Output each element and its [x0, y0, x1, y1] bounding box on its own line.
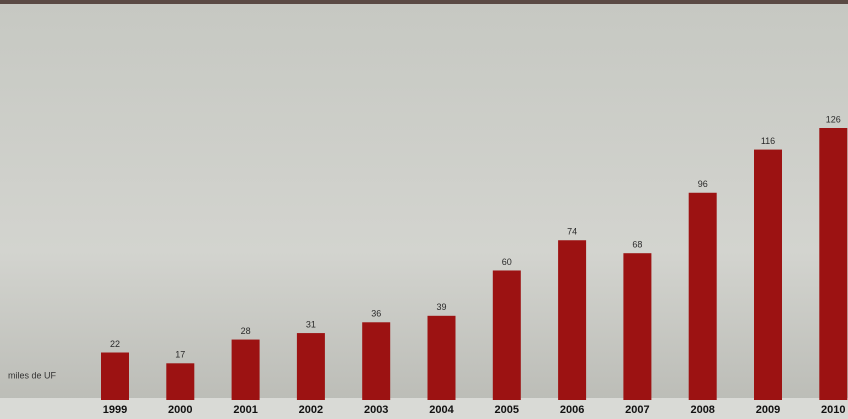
x-tick-label: 2006: [560, 404, 584, 416]
bar: [688, 192, 717, 400]
x-tick-label: 2001: [233, 404, 257, 416]
value-label: 22: [110, 339, 120, 349]
x-tick-label: 2002: [299, 404, 323, 416]
bar: [296, 333, 325, 400]
x-tick-label: 2009: [756, 404, 780, 416]
value-label: 31: [306, 319, 316, 329]
x-tick-label: 1999: [103, 404, 127, 416]
x-tick-label: 2000: [168, 404, 192, 416]
x-tick-label: 2005: [495, 404, 519, 416]
bar: [101, 352, 129, 400]
top-strip: [0, 0, 848, 4]
bar: [558, 240, 587, 400]
bottom-strip: [0, 398, 848, 419]
x-tick-label: 2007: [625, 404, 649, 416]
bar: [819, 128, 848, 400]
bar: [754, 149, 782, 400]
y-axis-label: miles de UF: [8, 370, 57, 380]
x-tick-label: 2010: [821, 404, 845, 416]
bar: [231, 339, 260, 400]
x-tick-label: 2008: [690, 404, 714, 416]
bar: [362, 322, 391, 400]
bar: [623, 253, 652, 400]
value-label: 96: [698, 179, 708, 189]
value-label: 60: [502, 257, 512, 267]
value-label: 116: [761, 136, 775, 146]
value-label: 74: [567, 227, 577, 237]
value-label: 28: [241, 326, 251, 336]
value-label: 68: [632, 240, 642, 250]
value-label: 17: [175, 350, 185, 360]
value-label: 36: [371, 309, 381, 319]
value-label: 126: [826, 114, 841, 124]
bar: [166, 363, 195, 400]
x-tick-label: 2003: [364, 404, 388, 416]
bar: [427, 315, 456, 400]
x-tick-label: 2004: [429, 404, 454, 416]
value-label: 39: [436, 302, 446, 312]
bar: [492, 270, 521, 400]
